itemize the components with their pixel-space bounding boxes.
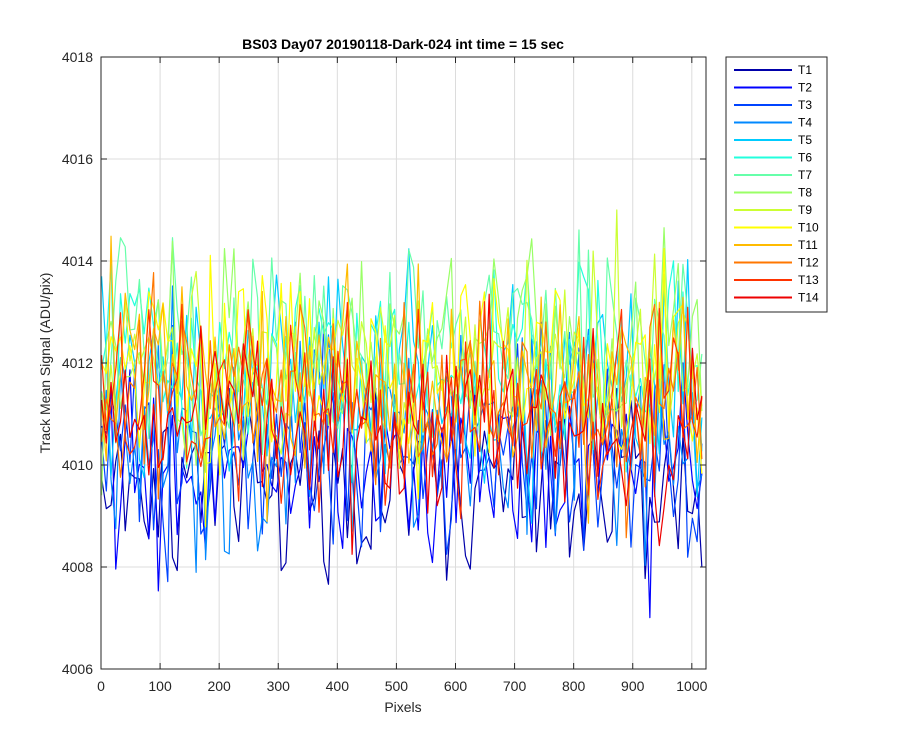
- y-tick-label: 4012: [62, 355, 93, 371]
- y-tick-label: 4014: [62, 253, 93, 269]
- x-tick-label: 700: [503, 678, 527, 694]
- chart-title: BS03 Day07 20190118-Dark-024 int time = …: [242, 36, 564, 52]
- y-tick-label: 4016: [62, 151, 93, 167]
- y-tick-label: 4006: [62, 661, 93, 677]
- y-tick-label: 4008: [62, 559, 93, 575]
- x-tick-label: 400: [326, 678, 350, 694]
- series-line-t13: [100, 301, 703, 520]
- y-axis-label: Track Mean Signal (ADU/pix): [37, 273, 53, 454]
- legend-label-t5: T5: [798, 133, 812, 147]
- legend-label-t14: T14: [798, 291, 819, 305]
- legend-label-t2: T2: [798, 81, 812, 95]
- y-tick-label: 4018: [62, 49, 93, 65]
- series-lines: [100, 209, 703, 619]
- x-axis-label: Pixels: [384, 699, 421, 715]
- legend-label-t7: T7: [798, 168, 812, 182]
- series-line-t12: [100, 272, 703, 539]
- series-line-t14: [100, 293, 703, 555]
- legend: T1 T2 T3 T4 T5 T6 T7 T8 T9 T10 T11 T12 T13 T14: [725, 56, 828, 313]
- legend-label-t8: T8: [798, 186, 812, 200]
- x-tick-label: 800: [562, 678, 586, 694]
- series-line-t1: [100, 387, 703, 585]
- legend-label-t3: T3: [798, 98, 812, 112]
- legend-label-t1: T1: [798, 63, 812, 77]
- legend-box: [725, 56, 828, 313]
- x-tick-label: 0: [97, 678, 105, 694]
- legend-label-t4: T4: [798, 116, 812, 130]
- x-tick-label: 1000: [676, 678, 707, 694]
- x-tick-label: 200: [207, 678, 231, 694]
- legend-label-t6: T6: [798, 151, 812, 165]
- x-tick-label: 300: [267, 678, 291, 694]
- y-tick-label: 4010: [62, 457, 93, 473]
- y-axis-ticks: 4006 4008 4010 4012 4014 4016 4018: [62, 49, 706, 677]
- x-tick-label: 500: [385, 678, 409, 694]
- legend-label-t10: T10: [798, 221, 819, 235]
- x-axis-ticks: 0 100 200 300 400 500 600 700 800 900 1000: [97, 57, 708, 694]
- x-tick-label: 600: [444, 678, 468, 694]
- x-tick-label: 100: [148, 678, 172, 694]
- legend-label-t9: T9: [798, 203, 812, 217]
- legend-label-t12: T12: [798, 256, 819, 270]
- legend-label-t11: T11: [798, 238, 818, 252]
- x-tick-label: 900: [621, 678, 645, 694]
- legend-label-t13: T13: [798, 273, 819, 287]
